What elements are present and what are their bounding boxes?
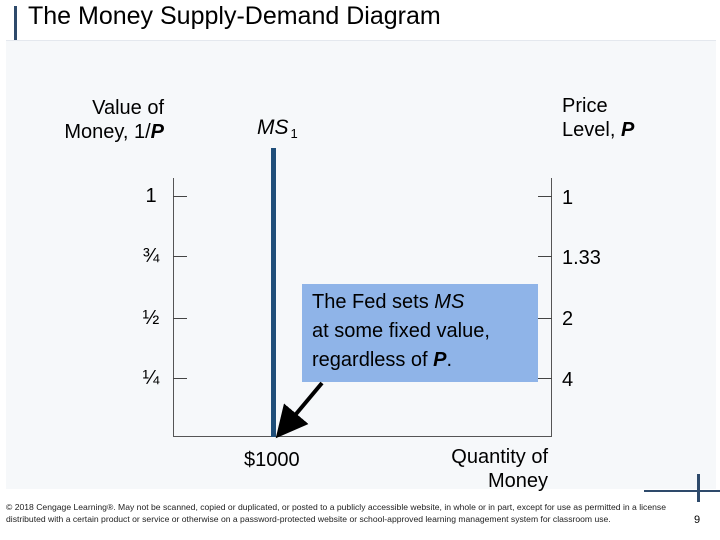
callout-line3: regardless of P. — [312, 346, 538, 375]
left-axis-label-text: Money, 1/ — [64, 121, 151, 143]
left-axis-label-line1: Value of — [92, 97, 164, 119]
title-accent-vertical — [14, 6, 17, 50]
callout-var: P — [433, 349, 447, 371]
right-axis-label-line2: Level, P — [562, 118, 672, 142]
callout-line2: at some fixed value, — [312, 320, 490, 342]
corner-accent-vertical — [697, 474, 700, 502]
right-tick-mark — [538, 378, 552, 379]
left-tick-label: ½ — [142, 307, 160, 329]
left-tick-mark — [173, 318, 187, 319]
diagram-panel — [6, 40, 716, 489]
callout-period: . — [446, 349, 453, 371]
left-tick-mark — [173, 378, 187, 379]
left-axis-line — [173, 178, 174, 436]
fed-callout-box: The Fed sets MS at some fixed value, reg… — [302, 284, 538, 382]
right-axis-label: Price Level, P — [562, 94, 672, 142]
right-tick-label: 1.33 — [562, 247, 601, 269]
right-tick-label: 1 — [562, 187, 574, 209]
left-tick-label: ¼ — [142, 367, 160, 389]
slide-title: The Money Supply-Demand Diagram — [28, 2, 441, 30]
left-tick-label: 1 — [145, 185, 157, 207]
callout-text-3: regardless of — [312, 349, 434, 371]
right-axis-label-line1: Price — [562, 95, 608, 117]
copyright-footer: © 2018 Cengage Learning®. May not be sca… — [6, 502, 666, 524]
x-axis-label-line2: Money — [487, 470, 548, 492]
ms-curve-label: MS 1 — [257, 116, 298, 141]
callout-line1: The Fed sets MS — [312, 288, 538, 317]
left-tick-mark — [173, 256, 187, 257]
right-axis-label-var: P — [620, 119, 635, 141]
callout-text-1: The Fed sets — [312, 291, 435, 313]
left-tick-mark — [173, 196, 187, 197]
right-tick-label: 2 — [562, 308, 574, 330]
callout-ms: MS — [434, 291, 465, 313]
right-axis-line — [551, 178, 552, 436]
corner-accent-horizontal — [644, 490, 720, 492]
right-tick-mark — [538, 256, 552, 257]
right-tick-label: 4 — [562, 369, 574, 391]
x-value-label: $1000 — [244, 449, 300, 471]
left-axis-label-line2: Money, 1/P — [40, 120, 164, 144]
right-tick-mark — [538, 196, 552, 197]
left-axis-label: Value of Money, 1/P — [40, 96, 164, 144]
x-axis-line — [173, 436, 552, 437]
left-axis-label-var: P — [150, 121, 164, 143]
x-axis-label-line1: Quantity of — [451, 446, 548, 468]
page-number: 9 — [694, 514, 701, 526]
ms-label-subscript: 1 — [290, 126, 298, 141]
right-axis-label-text: Level, — [562, 119, 621, 141]
ms-label-text: MS — [257, 116, 289, 139]
right-tick-mark — [538, 318, 552, 319]
x-axis-label: Quantity of Money — [420, 445, 548, 493]
left-tick-label: ¾ — [142, 245, 160, 267]
ms-supply-line — [271, 148, 276, 437]
